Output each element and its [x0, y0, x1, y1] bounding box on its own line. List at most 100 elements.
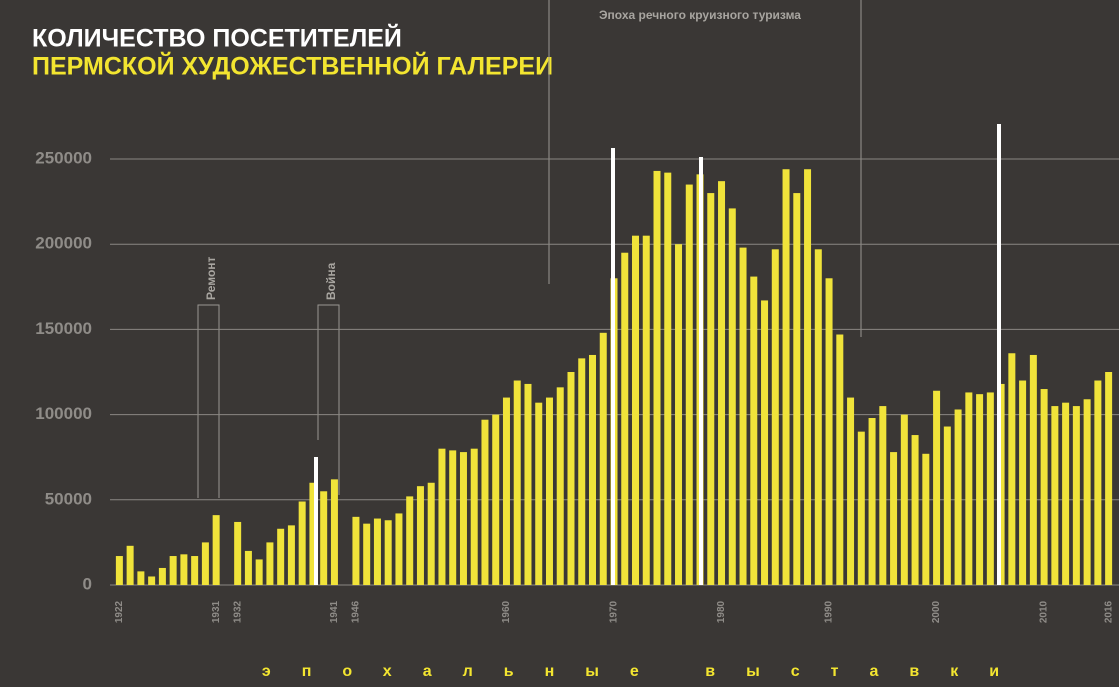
x-tick-label: 2000: [931, 600, 942, 623]
bar: [449, 450, 457, 585]
bar: [578, 358, 586, 585]
bar: [137, 571, 145, 585]
y-tick-label: 0: [83, 574, 92, 593]
bar: [997, 383, 1005, 585]
x-tick-label: 1932: [232, 600, 243, 623]
bar: [191, 556, 199, 585]
bar: [416, 486, 424, 585]
bar: [180, 554, 188, 585]
bar: [567, 372, 575, 585]
y-tick-label: 150000: [35, 319, 92, 338]
x-tick-label: 1941: [329, 600, 340, 623]
bar: [395, 513, 403, 585]
bar: [965, 392, 973, 585]
bar: [911, 435, 919, 585]
bar: [599, 332, 607, 585]
bar: [1029, 354, 1037, 585]
bar: [212, 515, 220, 585]
bar: [879, 406, 887, 585]
x-tick-label: 1970: [609, 600, 620, 623]
x-tick-label: 1946: [351, 600, 362, 623]
bar: [1051, 406, 1059, 585]
bar: [492, 414, 500, 585]
bar: [298, 501, 306, 585]
bar: [352, 516, 360, 585]
bar: [234, 521, 242, 585]
bar: [718, 181, 726, 586]
x-tick-label: 2016: [1103, 600, 1114, 623]
bar: [277, 528, 285, 585]
bar: [1105, 372, 1113, 585]
bar: [158, 567, 166, 585]
y-tick-label: 200000: [35, 234, 92, 253]
bar: [1019, 380, 1027, 585]
bar: [545, 397, 553, 585]
bar: [363, 523, 371, 585]
bar: [330, 479, 338, 585]
bar: [459, 452, 467, 585]
bar: [535, 402, 543, 585]
bar: [384, 520, 392, 585]
bar: [1040, 389, 1048, 585]
bar: [524, 383, 532, 585]
bar: [287, 525, 295, 585]
bar: [653, 170, 661, 586]
annotation: Эпоха речного круизного туризма: [599, 8, 801, 22]
bar: [900, 414, 908, 585]
annotation-lines: [197, 0, 862, 498]
bar: [481, 419, 489, 585]
bar: [685, 184, 693, 585]
x-tick-label: 1960: [501, 600, 512, 623]
bar: [890, 452, 898, 585]
bar: [857, 431, 865, 585]
bar: [642, 235, 650, 585]
bar: [933, 390, 941, 585]
x-tick-label: 1922: [114, 600, 125, 623]
bar: [782, 169, 790, 585]
bar: [632, 235, 640, 585]
bar: [373, 518, 381, 585]
bar: [266, 542, 274, 585]
bar: [470, 448, 478, 585]
bar: [943, 426, 951, 585]
y-tick-label: 100000: [35, 404, 92, 423]
chart-subtitle: ПЕРМСКОЙ ХУДОЖЕСТВЕННОЙ ГАЛЕРЕИ: [32, 51, 553, 81]
bottom-caption: эпохальные выставки: [262, 663, 1030, 680]
bar: [771, 249, 779, 585]
bar: [427, 482, 435, 585]
bar: [115, 556, 123, 585]
y-tick-label: 250000: [35, 148, 92, 167]
bar: [868, 418, 876, 585]
bar: [588, 354, 596, 585]
bar: [320, 491, 328, 585]
bar: [255, 559, 263, 585]
bar: [244, 550, 252, 585]
bar: [750, 276, 758, 585]
bar: [406, 496, 414, 585]
bar: [954, 409, 962, 585]
bar: [761, 300, 769, 585]
annotation: Война: [324, 262, 338, 300]
bar: [804, 169, 812, 585]
bar: [556, 387, 564, 585]
bar: [707, 193, 715, 585]
bar: [976, 394, 984, 585]
bar: [148, 576, 156, 585]
bar: [1008, 353, 1016, 585]
bar: [621, 252, 629, 585]
bar: [922, 453, 930, 585]
bar: [309, 482, 317, 585]
bar: [1072, 406, 1080, 585]
bar: [502, 397, 510, 585]
bar: [739, 247, 747, 585]
bar: [814, 249, 822, 585]
bar: [438, 448, 446, 585]
bar: [847, 397, 855, 585]
bar: [1094, 380, 1102, 585]
bar: [675, 244, 683, 585]
bar: [169, 556, 177, 585]
bar: [664, 172, 672, 585]
bar: [1083, 399, 1091, 585]
x-tick-label: 2010: [1039, 600, 1050, 623]
